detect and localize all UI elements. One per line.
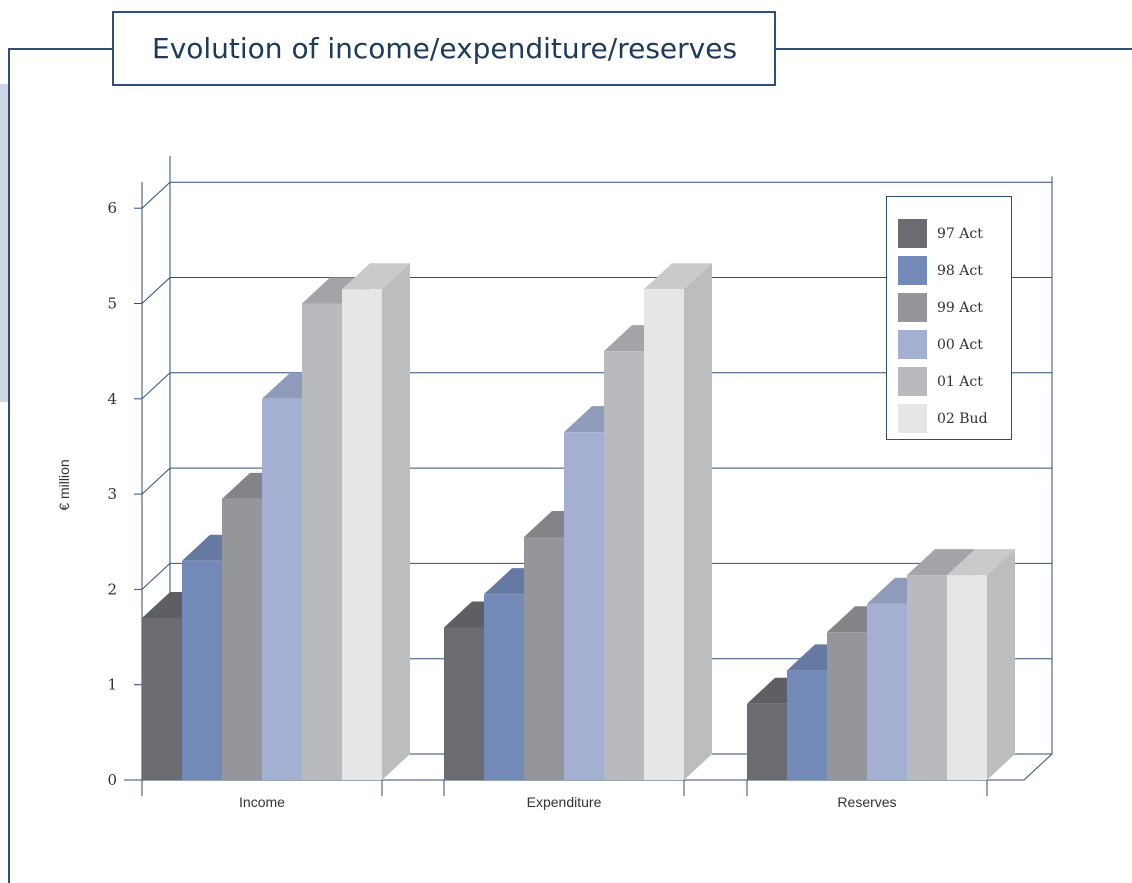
- bar: [484, 594, 524, 780]
- bar-side: [684, 263, 712, 781]
- legend-swatch: [898, 219, 927, 248]
- bar: [302, 303, 342, 780]
- y-tick-label: 2: [107, 580, 117, 598]
- legend-label: 00 Act: [937, 336, 983, 353]
- legend: 97 Act 98 Act 99 Act 00 Act 01 Act 02 Bud: [886, 196, 1012, 440]
- legend-item: 00 Act: [898, 326, 1011, 363]
- bar-side: [382, 263, 410, 781]
- gridline-side: [141, 563, 171, 590]
- bar: [787, 670, 827, 780]
- bar-top: [644, 263, 712, 290]
- bar: [564, 432, 604, 780]
- y-tick-label: 0: [107, 771, 117, 789]
- bar: [827, 632, 867, 780]
- bar: [262, 398, 302, 780]
- bar: [644, 289, 684, 780]
- x-tick-label: Reserves: [837, 794, 896, 810]
- bar: [907, 575, 947, 780]
- bar: [222, 498, 262, 780]
- legend-label: 01 Act: [937, 373, 983, 390]
- legend-item: 98 Act: [898, 252, 1011, 289]
- bar: [867, 603, 907, 780]
- bar: [747, 703, 787, 780]
- y-tick-label: 5: [107, 295, 117, 313]
- frame-top-left-line: [8, 48, 112, 50]
- legend-swatch: [898, 404, 927, 433]
- bar: [342, 289, 382, 780]
- legend-label: 97 Act: [937, 225, 983, 242]
- gridline-side: [141, 467, 171, 495]
- bar: [604, 351, 644, 780]
- bar-side: [987, 549, 1015, 780]
- bar: [142, 617, 182, 780]
- y-tick-label: 4: [107, 390, 117, 408]
- bar: [524, 536, 564, 780]
- bar: [444, 627, 484, 780]
- x-tick-label: Expenditure: [527, 794, 602, 810]
- bar-top: [947, 549, 1015, 576]
- side-panel: [0, 84, 8, 402]
- y-tick-label: 1: [107, 676, 117, 694]
- legend-swatch: [898, 256, 927, 285]
- y-tick-label: 3: [107, 485, 117, 503]
- gridline-side: [141, 181, 171, 209]
- bar-top: [342, 263, 410, 290]
- gridline-side: [141, 277, 171, 304]
- legend-label: 99 Act: [937, 299, 983, 316]
- legend-swatch: [898, 293, 927, 322]
- legend-swatch: [898, 330, 927, 359]
- legend-label: 02 Bud: [937, 410, 988, 427]
- floor-right-edge: [1023, 753, 1053, 781]
- legend-item: 02 Bud: [898, 400, 1011, 437]
- legend-item: 01 Act: [898, 363, 1011, 400]
- legend-item: 97 Act: [898, 215, 1011, 252]
- bar-top: [907, 549, 975, 576]
- y-tick-label: 6: [107, 199, 117, 217]
- frame-top-right-line: [776, 48, 1132, 50]
- bar: [182, 560, 222, 780]
- chart-title: Evolution of income/expenditure/reserves: [112, 11, 776, 86]
- x-tick-label: Income: [239, 794, 285, 810]
- legend-swatch: [898, 367, 927, 396]
- legend-label: 98 Act: [937, 262, 983, 279]
- bar: [947, 575, 987, 780]
- frame-left-line: [8, 48, 10, 883]
- gridline-side: [141, 372, 171, 400]
- legend-item: 99 Act: [898, 289, 1011, 326]
